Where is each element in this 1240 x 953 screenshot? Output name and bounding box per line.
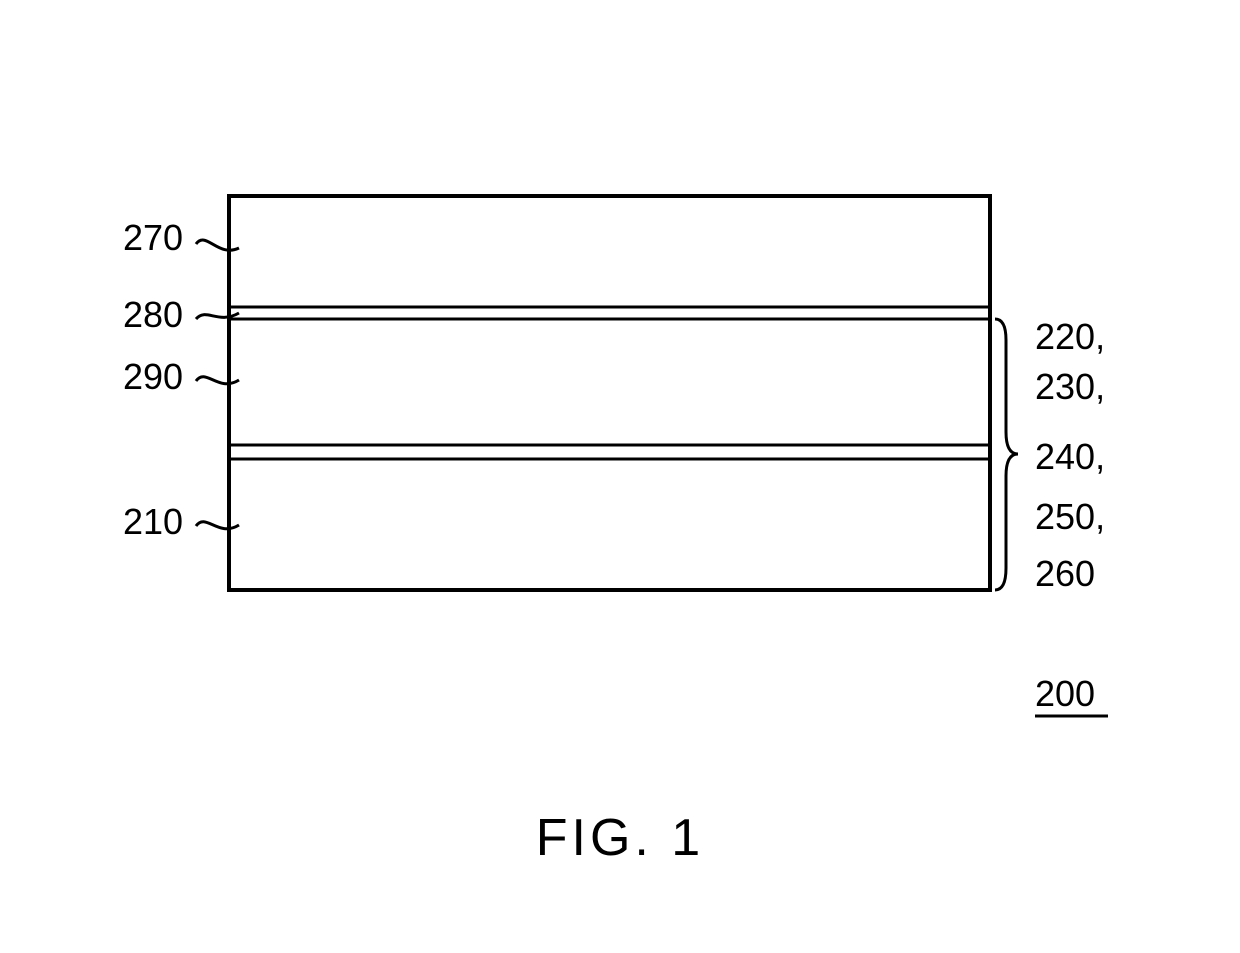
brace-label-250: 250, xyxy=(1035,496,1105,537)
leader-210 xyxy=(196,522,239,529)
figure-caption: FIG. 1 xyxy=(536,809,704,867)
leader-270 xyxy=(196,240,239,250)
ref-label-280: 280 xyxy=(123,294,183,335)
ref-label-210: 210 xyxy=(123,501,183,542)
right-brace xyxy=(995,319,1018,590)
brace-label-240: 240, xyxy=(1035,436,1105,477)
stack-outline xyxy=(229,196,990,590)
assembly-ref-label: 200 xyxy=(1035,673,1095,714)
ref-label-270: 270 xyxy=(123,217,183,258)
figure-svg: 270 280 290 210 220, 230, 240, 250, 260 … xyxy=(0,0,1240,953)
brace-label-260: 260 xyxy=(1035,553,1095,594)
brace-label-220: 220, xyxy=(1035,316,1105,357)
ref-label-290: 290 xyxy=(123,356,183,397)
leader-290 xyxy=(196,377,239,384)
brace-label-230: 230, xyxy=(1035,366,1105,407)
